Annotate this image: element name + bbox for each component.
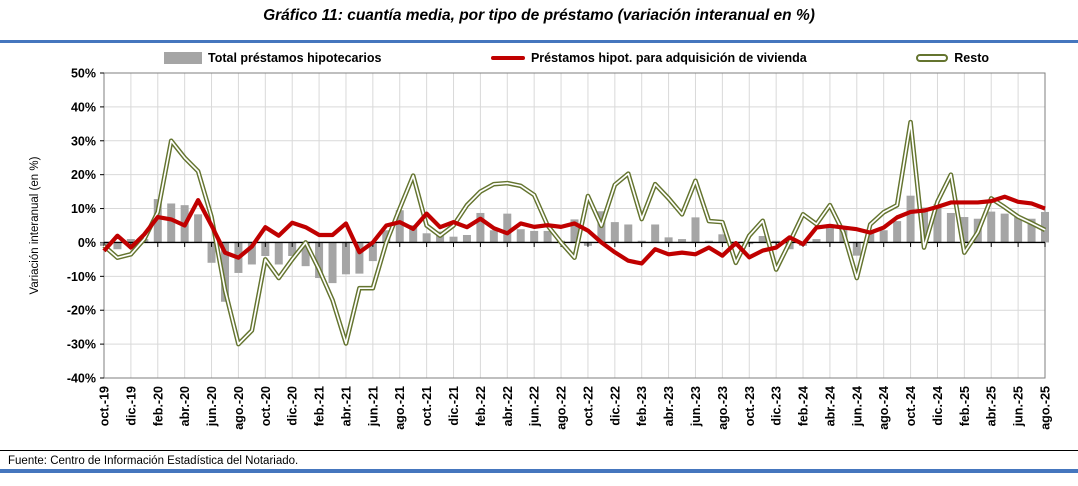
svg-text:Variación interanual (en %): Variación interanual (en %): [29, 156, 41, 294]
svg-text:ago.-21: ago.-21: [393, 386, 407, 430]
svg-text:abr.-25: abr.-25: [985, 386, 999, 426]
top-accent-rule: [0, 40, 1078, 43]
svg-text:jun.-24: jun.-24: [850, 386, 864, 427]
chart-canvas: 50% 40% 30% 20% 10% 0% -10% -20% -30% -40%oct.-19…: [29, 67, 1053, 430]
svg-text:dic.-22: dic.-22: [608, 386, 622, 426]
svg-text:-40%: -40%: [67, 372, 96, 386]
svg-text:abr.-23: abr.-23: [662, 386, 676, 426]
svg-text:dic.-20: dic.-20: [286, 386, 300, 426]
green-line-swatch-icon: [916, 54, 949, 62]
svg-text:oct.-24: oct.-24: [904, 386, 918, 426]
legend-label-total: Total préstamos hipotecarios: [208, 51, 382, 65]
svg-text:jun.-21: jun.-21: [366, 386, 380, 427]
svg-text:50%: 50%: [71, 67, 96, 81]
svg-text:-10%: -10%: [67, 270, 96, 284]
svg-text:dic.-24: dic.-24: [931, 386, 945, 426]
footer-divider: [0, 450, 1078, 451]
svg-text:feb.-25: feb.-25: [958, 386, 972, 426]
svg-text:feb.-21: feb.-21: [313, 386, 327, 426]
bar-swatch-icon: [164, 52, 202, 64]
svg-text:dic.-23: dic.-23: [770, 386, 784, 426]
svg-text:feb.-22: feb.-22: [474, 386, 488, 426]
legend-label-vivienda: Préstamos hipot. para adquisición de viv…: [530, 51, 807, 65]
legend-item-total: Total préstamos hipotecarios: [164, 51, 381, 65]
svg-text:feb.-23: feb.-23: [635, 386, 649, 426]
svg-text:ago.-24: ago.-24: [877, 386, 891, 430]
svg-text:20%: 20%: [71, 168, 96, 182]
svg-text:-30%: -30%: [67, 338, 96, 352]
svg-text:feb.-20: feb.-20: [151, 386, 165, 426]
svg-text:10%: 10%: [71, 202, 96, 216]
svg-text:oct.-23: oct.-23: [743, 386, 757, 426]
svg-text:-20%: -20%: [67, 304, 96, 318]
chart-title: Gráfico 11: cuantía media, por tipo de p…: [263, 7, 815, 24]
svg-text:ago.-23: ago.-23: [716, 386, 730, 430]
svg-text:30%: 30%: [71, 134, 96, 148]
legend-label-resto: Resto: [954, 51, 989, 65]
legend-item-resto: Resto: [916, 51, 989, 65]
svg-text:abr.-22: abr.-22: [501, 386, 515, 426]
svg-text:oct.-19: oct.-19: [98, 386, 112, 426]
chart-legend: Total préstamos hipotecarios Préstamos h…: [104, 51, 1049, 65]
svg-text:ago.-20: ago.-20: [232, 386, 246, 430]
svg-text:oct.-20: oct.-20: [259, 386, 273, 426]
svg-text:dic.-19: dic.-19: [124, 386, 138, 426]
source-note: Fuente: Centro de Información Estadístic…: [8, 455, 299, 467]
svg-text:feb.-24: feb.-24: [797, 386, 811, 426]
svg-text:oct.-22: oct.-22: [581, 386, 595, 426]
bottom-accent-rule: [0, 469, 1078, 473]
svg-text:ago.-25: ago.-25: [1039, 386, 1053, 430]
svg-text:abr.-21: abr.-21: [339, 386, 353, 426]
svg-text:0%: 0%: [78, 236, 96, 250]
svg-text:jun.-20: jun.-20: [205, 386, 219, 427]
svg-text:oct.-21: oct.-21: [420, 386, 434, 426]
red-line-swatch-icon: [490, 55, 525, 61]
svg-text:jun.-25: jun.-25: [1012, 386, 1026, 427]
svg-text:abr.-20: abr.-20: [178, 386, 192, 426]
svg-text:ago.-22: ago.-22: [555, 386, 569, 430]
svg-text:dic.-21: dic.-21: [447, 386, 461, 426]
svg-text:40%: 40%: [71, 100, 96, 114]
svg-text:jun.-23: jun.-23: [689, 386, 703, 427]
svg-text:abr.-24: abr.-24: [823, 386, 837, 426]
legend-item-vivienda: Préstamos hipot. para adquisición de viv…: [490, 51, 807, 65]
svg-text:jun.-22: jun.-22: [528, 386, 542, 427]
